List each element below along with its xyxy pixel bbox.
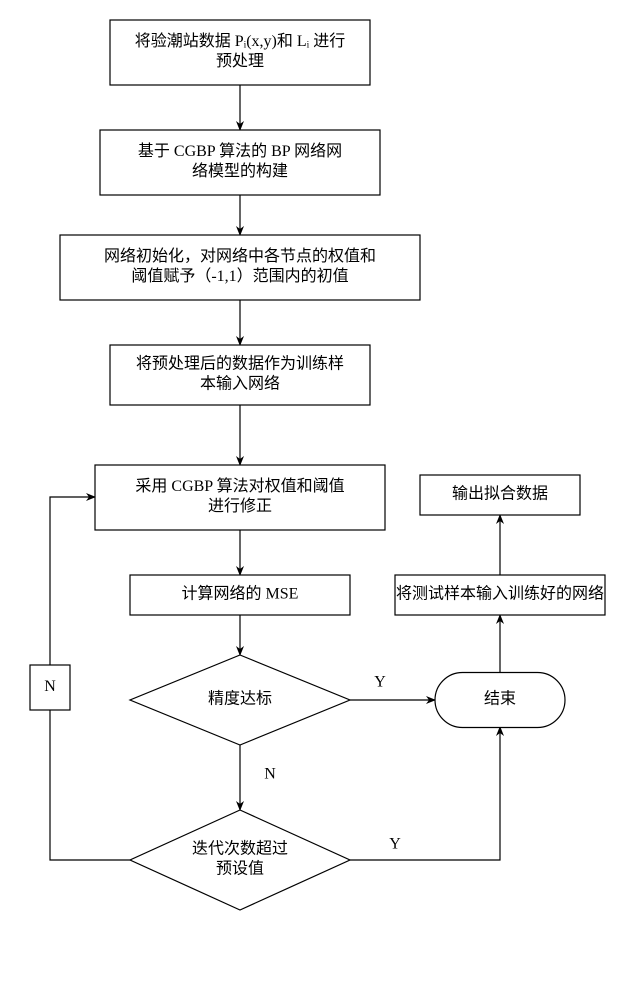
node-n6-text: 计算网络的 MSE bbox=[182, 584, 299, 603]
node-n2-text: 络模型的构建 bbox=[192, 161, 288, 180]
node-term: 结束 bbox=[435, 673, 565, 728]
edge-label-8: Y bbox=[389, 836, 401, 853]
node-nN: N bbox=[30, 665, 70, 710]
node-n3: 网络初始化，对网络中各节点的权值和阈值赋予（-1,1）范围内的初值 bbox=[60, 235, 420, 300]
node-n1-text: 将验潮站数据 Pᵢ(x,y)和 Lᵢ 进行 bbox=[135, 32, 346, 50]
flowchart: 将验潮站数据 Pᵢ(x,y)和 Lᵢ 进行预处理基于 CGBP 算法的 BP 网… bbox=[0, 0, 638, 1000]
node-d1: 精度达标 bbox=[130, 655, 350, 745]
node-n3-text: 网络初始化，对网络中各节点的权值和 bbox=[104, 246, 376, 265]
node-n8: 输出拟合数据 bbox=[420, 475, 580, 515]
edge-label-7: Y bbox=[374, 674, 386, 691]
node-n1: 将验潮站数据 Pᵢ(x,y)和 Lᵢ 进行预处理 bbox=[110, 20, 370, 85]
node-d2-text: 迭代次数超过 bbox=[192, 840, 288, 858]
node-n1-text: 预处理 bbox=[216, 52, 264, 70]
node-n4-text: 本输入网络 bbox=[200, 374, 280, 393]
node-n7-text: 将测试样本输入训练好的网络 bbox=[396, 584, 604, 603]
node-n5: 采用 CGBP 算法对权值和阈值进行修正 bbox=[95, 465, 385, 530]
node-n5-text: 采用 CGBP 算法对权值和阈值 bbox=[135, 476, 344, 495]
node-n5-text: 进行修正 bbox=[208, 497, 272, 515]
node-n2-text: 基于 CGBP 算法的 BP 网络网 bbox=[138, 141, 342, 160]
node-n3-text: 阈值赋予（-1,1）范围内的初值 bbox=[131, 267, 348, 285]
node-d2-text: 预设值 bbox=[216, 860, 264, 878]
node-n4-text: 将预处理后的数据作为训练样 bbox=[136, 355, 344, 373]
node-n2: 基于 CGBP 算法的 BP 网络网络模型的构建 bbox=[100, 130, 380, 195]
node-n8-text: 输出拟合数据 bbox=[452, 485, 548, 503]
node-d1-text: 精度达标 bbox=[208, 690, 272, 708]
node-term-text: 结束 bbox=[484, 690, 516, 708]
node-n4: 将预处理后的数据作为训练样本输入网络 bbox=[110, 345, 370, 405]
node-n7: 将测试样本输入训练好的网络 bbox=[395, 575, 605, 615]
node-n6: 计算网络的 MSE bbox=[130, 575, 350, 615]
node-d2: 迭代次数超过预设值 bbox=[130, 810, 350, 910]
edge-label-6: N bbox=[264, 766, 276, 783]
edge-8 bbox=[350, 727, 500, 860]
node-nN-text: N bbox=[44, 678, 56, 695]
